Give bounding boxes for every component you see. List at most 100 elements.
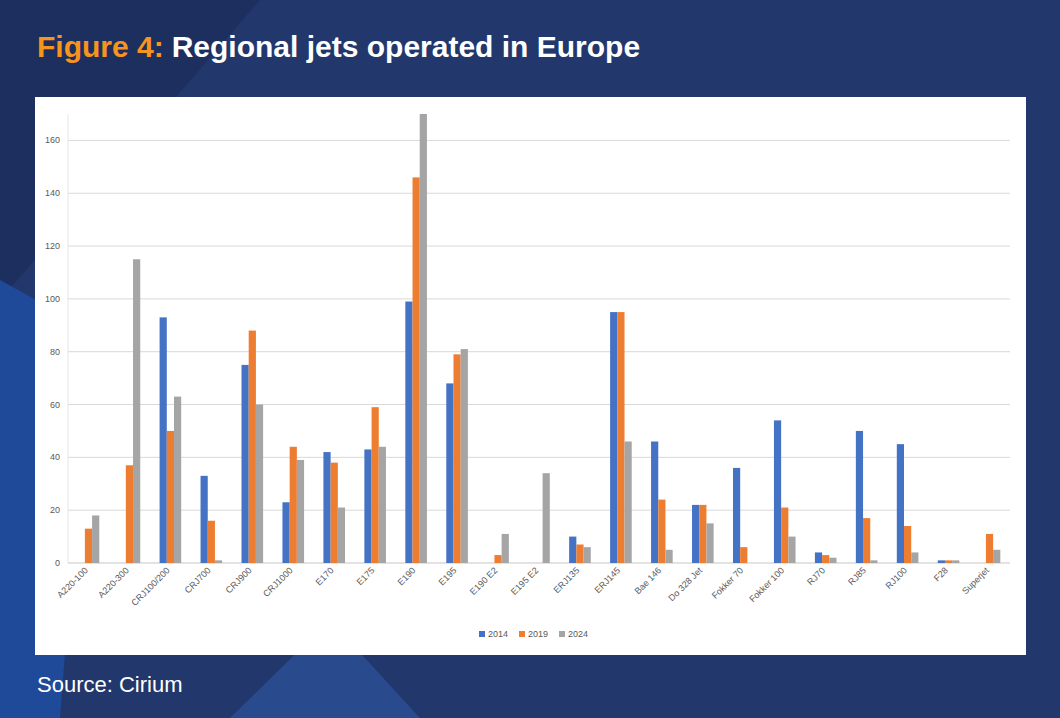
x-tick-label: E190 E2	[468, 565, 499, 596]
grid-line	[68, 457, 1010, 458]
y-tick-label: 80	[50, 347, 60, 357]
bar	[282, 502, 289, 563]
x-tick-label: RJ85	[846, 565, 868, 587]
x-tick-label: F28	[932, 565, 950, 583]
chart-panel	[35, 97, 1026, 655]
grid-line	[68, 404, 1010, 405]
bar	[201, 476, 208, 563]
grid-line	[68, 246, 1010, 247]
bar	[242, 365, 249, 563]
legend-label: 2019	[528, 629, 548, 639]
bar	[160, 317, 167, 563]
bar	[610, 312, 617, 563]
bar	[174, 397, 181, 563]
x-tick-label: Fokker 100	[747, 565, 786, 604]
bar	[379, 447, 386, 563]
bar	[952, 560, 959, 563]
bar	[747, 563, 754, 564]
x-tick-label: ERJ135	[552, 565, 582, 595]
bar	[904, 526, 911, 563]
bar	[323, 452, 330, 563]
y-tick-label: 160	[45, 135, 60, 145]
bar	[651, 442, 658, 563]
bar	[494, 555, 501, 563]
bar	[92, 515, 99, 563]
x-tick-label: CRJ1000	[261, 565, 295, 599]
y-tick-label: 60	[50, 400, 60, 410]
x-tick-label: ERJ145	[593, 565, 623, 595]
x-tick-label: CRJ100/200	[129, 565, 171, 607]
x-tick-label: RJ70	[805, 565, 827, 587]
bar	[699, 505, 706, 563]
x-tick-label: E195 E2	[509, 565, 540, 596]
bar	[911, 552, 918, 563]
y-tick-label: 0	[55, 558, 60, 568]
bar	[740, 547, 747, 563]
bar	[781, 508, 788, 563]
bar	[576, 545, 583, 563]
bar	[256, 405, 263, 563]
x-tick-label: RJ100	[884, 565, 909, 590]
bar	[528, 563, 535, 564]
bar	[535, 563, 542, 564]
x-tick-label: E175	[355, 565, 377, 587]
bar	[502, 534, 509, 563]
title: Figure 4:Regional jets operated in Europ…	[37, 30, 640, 63]
bar	[119, 563, 126, 564]
x-tick-label: Bae 146	[633, 565, 664, 596]
x-tick-label: Do 328 Jet	[666, 565, 704, 603]
legend-label: 2014	[488, 629, 508, 639]
bar	[543, 473, 550, 563]
bar	[405, 302, 412, 563]
grid-line	[68, 351, 1010, 352]
bar	[372, 407, 379, 563]
bar	[815, 552, 822, 563]
bar	[692, 505, 699, 563]
bar	[870, 560, 877, 563]
bar	[338, 508, 345, 563]
bar	[78, 563, 85, 564]
bar	[420, 114, 427, 563]
bar	[658, 500, 665, 563]
bar	[774, 420, 781, 563]
y-tick-label: 20	[50, 505, 60, 515]
bar	[453, 354, 460, 563]
bar	[461, 349, 468, 563]
x-tick-label: E190	[396, 565, 418, 587]
bar	[829, 558, 836, 563]
bar	[733, 468, 740, 563]
bar	[249, 331, 256, 563]
bar	[331, 463, 338, 563]
grid-line	[68, 140, 1010, 141]
grid-line	[68, 193, 1010, 194]
bar	[446, 383, 453, 563]
bar	[85, 529, 92, 563]
bar	[856, 431, 863, 563]
y-axis	[68, 114, 69, 563]
x-tick-label: E195	[437, 565, 459, 587]
x-tick-label: A220-100	[55, 565, 90, 600]
title-text: Regional jets operated in Europe	[172, 30, 640, 63]
y-tick-label: 140	[45, 188, 60, 198]
bar	[584, 547, 591, 563]
y-tick-label: 100	[45, 294, 60, 304]
bars	[85, 114, 1000, 563]
bar	[617, 312, 624, 563]
bar	[788, 537, 795, 563]
bar	[625, 442, 632, 563]
bar	[297, 460, 304, 563]
x-tick-label: Superjet	[960, 565, 991, 596]
background	[0, 0, 1060, 718]
grid-line	[68, 510, 1010, 511]
bar	[945, 560, 952, 563]
source: Source: Cirium	[37, 672, 182, 697]
bar	[822, 555, 829, 563]
bar	[364, 449, 371, 563]
figure: Figure 4:Regional jets operated in Europ…	[0, 0, 1060, 718]
figure-label: Figure 4:	[37, 30, 164, 63]
y-tick-label: 120	[45, 241, 60, 251]
y-tick-label: 40	[50, 452, 60, 462]
bar	[487, 563, 494, 564]
grid-line	[68, 298, 1010, 299]
bar	[863, 518, 870, 563]
